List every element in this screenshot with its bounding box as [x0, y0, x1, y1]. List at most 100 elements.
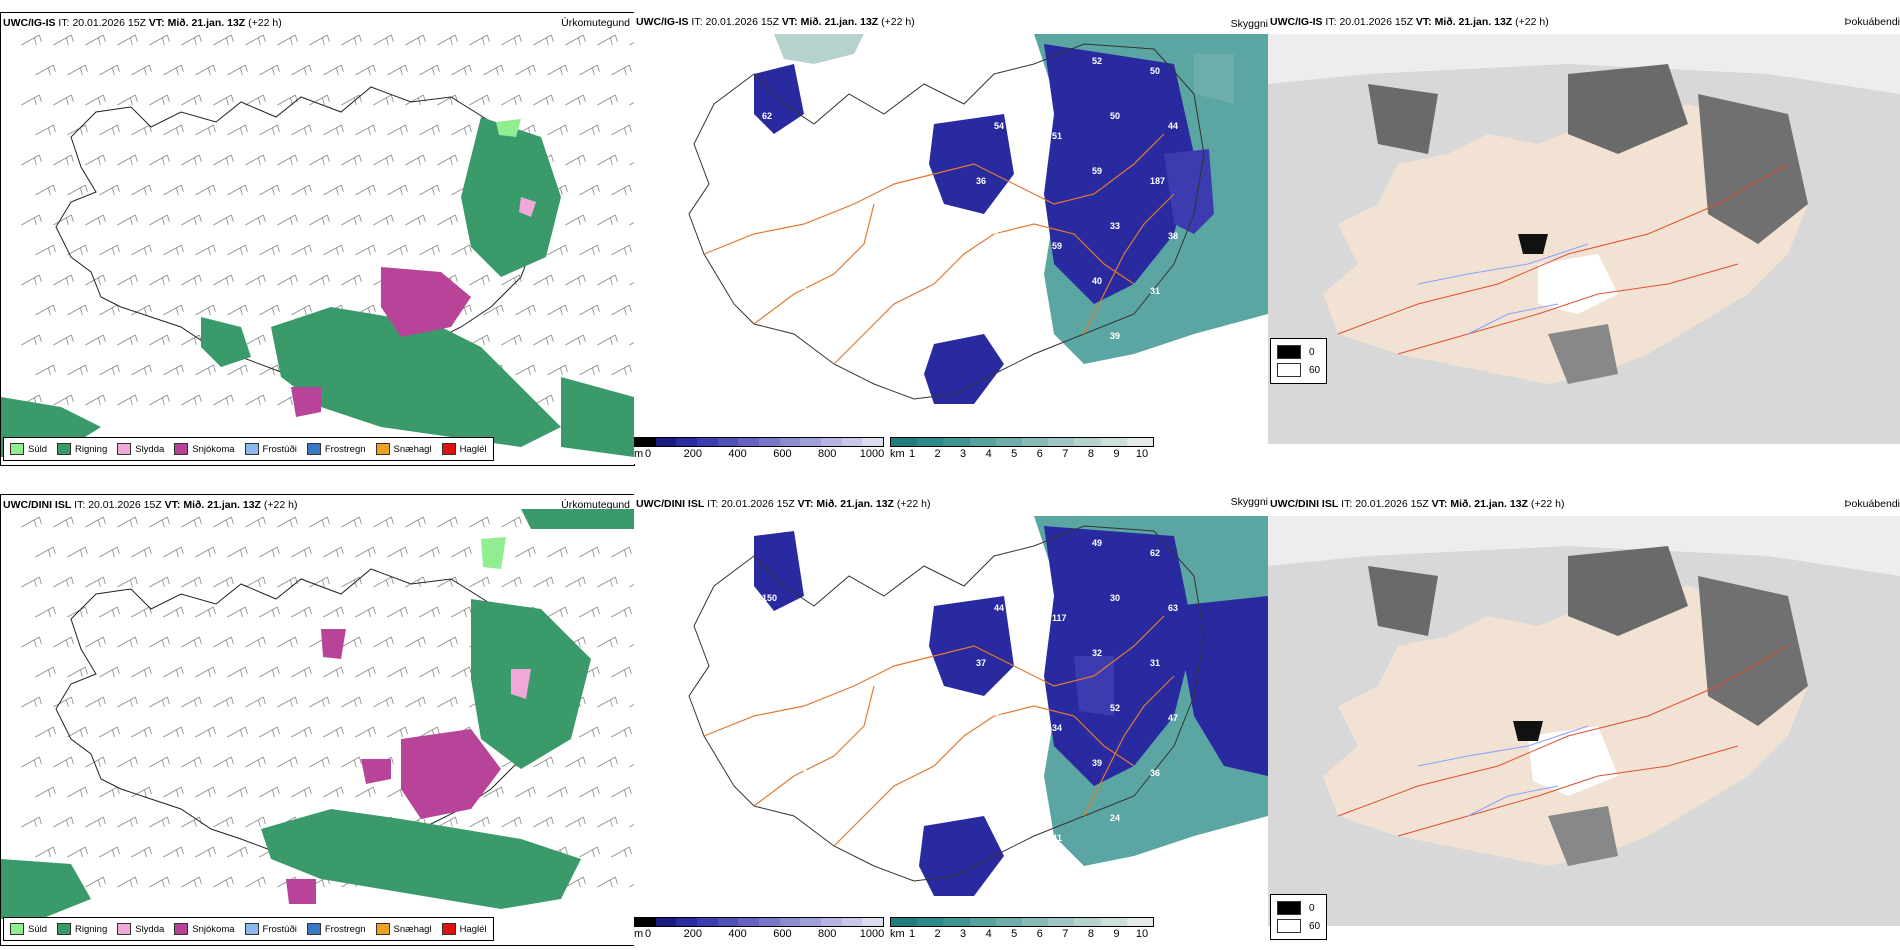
wind-barb: [67, 124, 88, 136]
colorbar-segment: [655, 918, 677, 926]
wind-barb: [611, 666, 632, 678]
wind-barb: [277, 576, 298, 588]
wind-barb: [259, 546, 280, 558]
colorbar-segment: [1100, 438, 1127, 446]
wind-barb: [85, 876, 106, 888]
wind-barb: [117, 816, 138, 828]
visibility-value-label: 34: [762, 331, 772, 341]
legend-item: Slydda: [117, 923, 164, 935]
wind-barb: [117, 876, 138, 888]
wind-barb: [469, 576, 490, 588]
wind-barb: [131, 666, 152, 678]
colorbar-segment: [1100, 918, 1127, 926]
wind-barb: [309, 696, 330, 708]
fog-indicator-panel-bottom: UWC/DINI ISL IT: 20.01.2026 15Z VT: Mið.…: [1268, 494, 1900, 950]
colorbar-segment: [779, 438, 801, 446]
wind-barb: [565, 876, 586, 888]
colorbar-segment: [635, 918, 656, 926]
visibility-value-label: 53: [860, 186, 870, 196]
fog-legend-item: 0: [1277, 343, 1320, 361]
panel-title: Úrkomutegund: [561, 499, 630, 511]
wind-barb: [67, 364, 88, 376]
wind-barb: [67, 304, 88, 316]
wind-barb: [597, 756, 618, 768]
visibility-value-label: 31: [1150, 658, 1160, 668]
wind-barb: [181, 576, 202, 588]
wind-barb: [373, 94, 394, 106]
legend-item: Snæhagl: [375, 923, 432, 935]
wind-barb: [117, 334, 138, 346]
wind-barb: [259, 726, 280, 738]
wind-barb: [291, 304, 312, 316]
wind-barb: [195, 546, 216, 558]
legend-swatch: [306, 923, 321, 935]
visibility-value-label: 33: [878, 833, 888, 843]
wind-barb: [419, 244, 440, 256]
wind-barb: [21, 816, 42, 828]
wind-barb: [259, 244, 280, 256]
colorbar-segment: [969, 438, 996, 446]
wind-barb: [195, 606, 216, 618]
wind-barb: [629, 703, 634, 708]
wind-barb: [277, 274, 298, 286]
legend-item: Haglél: [441, 923, 487, 935]
wind-barb: [21, 334, 42, 346]
wind-barb: [579, 546, 600, 558]
visibility-value-label: 55: [976, 66, 986, 76]
wind-barb: [405, 516, 426, 528]
precip-type-panel-top: UWC/IG-IS IT: 20.01.2026 15Z VT: Mið. 21…: [0, 12, 635, 466]
visibility-value-label: 44: [936, 703, 946, 713]
wind-barb: [291, 546, 312, 558]
wind-barb: [547, 64, 568, 76]
wind-barb: [245, 334, 266, 346]
wind-barb: [85, 394, 106, 406]
colorbar-tick: 4: [985, 448, 992, 460]
wind-barb: [21, 696, 42, 708]
colorbar-m: m 0 200 400 600 800 1000: [634, 917, 884, 941]
fog-legend-item: 0: [1277, 899, 1320, 917]
visibility-value-label: 54: [994, 121, 1004, 131]
colorbar-segment: [1126, 918, 1154, 926]
wind-barb: [195, 364, 216, 376]
colorbar-tick: 1000: [859, 448, 885, 460]
legend-swatch: [306, 443, 321, 455]
wind-barb: [323, 64, 344, 76]
legend-swatch: [174, 443, 189, 455]
visibility-value-label: 33: [878, 241, 888, 251]
wind-barb: [149, 876, 170, 888]
visibility-map-bottom: 56 47 53 67 145 67 49 62 150 63 54 48 44 117 30 63 57 67 5…: [634, 516, 1268, 926]
wind-barb: [35, 244, 56, 256]
wind-barb: [195, 244, 216, 256]
wind-barb: [469, 34, 490, 46]
visibility-value-label: 54: [878, 613, 888, 623]
wind-barb: [85, 636, 106, 648]
legend-swatch: [10, 923, 24, 935]
wind-barb: [53, 756, 74, 768]
wind-barb: [227, 244, 248, 256]
legend-swatch: [1277, 363, 1301, 377]
wind-barb: [227, 64, 248, 76]
visibility-value-label: 42: [976, 768, 986, 778]
wind-barb: [35, 786, 56, 798]
visibility-value-label: 39: [918, 758, 928, 768]
visibility-value-label: 279: [820, 231, 835, 241]
wind-barb: [67, 64, 88, 76]
wind-barb: [533, 274, 554, 286]
visibility-value-label: 138: [936, 111, 951, 121]
wind-barb: [341, 154, 362, 166]
visibility-labels: 60 58 68 72 55 54 52 50 62 97 91 138 54 51 50 44 66 74 53 5…: [744, 56, 1178, 361]
wind-barb: [419, 546, 440, 558]
wind-barb: [21, 214, 42, 226]
visibility-value-label: 60: [744, 56, 754, 66]
wind-barb: [355, 546, 376, 558]
wind-barb: [611, 546, 632, 558]
visibility-value-label: 55: [744, 758, 754, 768]
wind-barb: [99, 786, 120, 798]
wind-barb: [579, 606, 600, 618]
wind-barb: [85, 334, 106, 346]
wind-barb: [213, 696, 234, 708]
wind-barb: [35, 124, 56, 136]
wind-barb: [579, 124, 600, 136]
wind-barb: [213, 756, 234, 768]
wind-barb: [597, 154, 618, 166]
